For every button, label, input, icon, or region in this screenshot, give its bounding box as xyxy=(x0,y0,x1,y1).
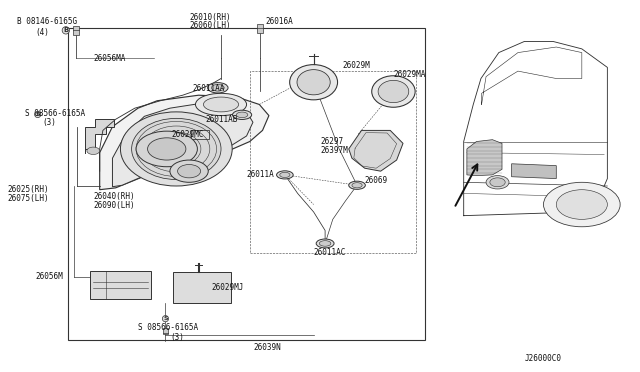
Ellipse shape xyxy=(349,181,365,189)
Circle shape xyxy=(148,138,186,160)
Text: B: B xyxy=(63,28,68,33)
Text: 26011AC: 26011AC xyxy=(314,248,346,257)
Text: 26297: 26297 xyxy=(320,137,343,146)
Ellipse shape xyxy=(195,93,246,116)
Circle shape xyxy=(486,176,509,189)
Bar xyxy=(257,24,262,33)
Text: 26016A: 26016A xyxy=(266,17,294,26)
Bar xyxy=(163,328,168,334)
Ellipse shape xyxy=(120,112,232,186)
Text: 26039N: 26039N xyxy=(253,343,281,352)
Text: (4): (4) xyxy=(36,28,50,37)
Ellipse shape xyxy=(290,65,337,100)
Text: 26029MA: 26029MA xyxy=(394,70,426,79)
Ellipse shape xyxy=(316,239,334,248)
Ellipse shape xyxy=(207,83,228,93)
Polygon shape xyxy=(85,119,115,153)
Polygon shape xyxy=(113,104,253,187)
Circle shape xyxy=(87,147,100,154)
Text: 26090(LH): 26090(LH) xyxy=(93,201,135,210)
Text: 26075(LH): 26075(LH) xyxy=(7,195,49,203)
Text: 26069: 26069 xyxy=(365,176,388,185)
Text: S: S xyxy=(163,316,168,321)
Polygon shape xyxy=(467,140,502,176)
Text: 26040(RH): 26040(RH) xyxy=(93,192,135,201)
Text: 26029MJ: 26029MJ xyxy=(211,283,244,292)
Bar xyxy=(191,131,209,138)
Bar xyxy=(74,26,79,35)
Text: 26056M: 26056M xyxy=(36,272,63,281)
Ellipse shape xyxy=(297,70,330,95)
Circle shape xyxy=(556,190,607,219)
Ellipse shape xyxy=(204,97,239,112)
Circle shape xyxy=(170,160,208,182)
Ellipse shape xyxy=(319,241,331,246)
Ellipse shape xyxy=(378,80,409,103)
Text: S 08566-6165A: S 08566-6165A xyxy=(25,109,85,118)
Text: 26025(RH): 26025(RH) xyxy=(7,185,49,194)
Bar xyxy=(90,271,151,299)
Ellipse shape xyxy=(211,84,224,91)
Text: 26397M: 26397M xyxy=(320,146,348,155)
Polygon shape xyxy=(100,95,269,190)
Bar xyxy=(173,272,230,303)
Text: (3): (3) xyxy=(170,333,184,342)
Text: 26029M: 26029M xyxy=(342,61,370,70)
Text: J26000C0: J26000C0 xyxy=(524,354,561,363)
Circle shape xyxy=(490,178,505,187)
Circle shape xyxy=(177,164,200,178)
Ellipse shape xyxy=(236,112,248,118)
Bar xyxy=(68,29,426,340)
Ellipse shape xyxy=(280,172,290,177)
Text: 26010(RH): 26010(RH) xyxy=(189,13,230,22)
Ellipse shape xyxy=(132,118,221,180)
Ellipse shape xyxy=(232,110,252,119)
Text: B 08146-6165G: B 08146-6165G xyxy=(17,17,77,26)
Text: (3): (3) xyxy=(42,118,56,127)
Ellipse shape xyxy=(372,76,415,107)
Text: 26060(LH): 26060(LH) xyxy=(189,22,230,31)
Text: 26029MC: 26029MC xyxy=(172,130,204,140)
Circle shape xyxy=(543,182,620,227)
Ellipse shape xyxy=(352,183,362,188)
Text: 26056MA: 26056MA xyxy=(93,54,125,62)
Circle shape xyxy=(136,131,197,167)
Text: 26011AA: 26011AA xyxy=(192,84,225,93)
Text: S: S xyxy=(35,112,40,117)
Polygon shape xyxy=(349,131,403,171)
Text: 26011AB: 26011AB xyxy=(205,115,237,124)
Text: 26011A: 26011A xyxy=(246,170,275,179)
Polygon shape xyxy=(511,164,556,179)
Text: S 08566-6165A: S 08566-6165A xyxy=(138,323,198,332)
Ellipse shape xyxy=(276,171,293,179)
